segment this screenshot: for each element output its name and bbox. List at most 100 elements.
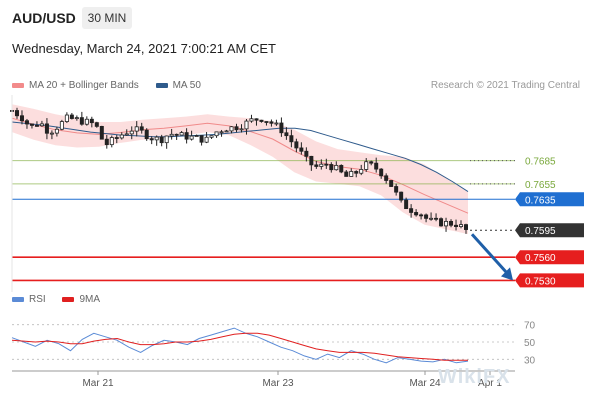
chart-datetime: Wednesday, March 24, 2021 7:00:21 AM CET (12, 41, 276, 56)
candle-body (204, 136, 209, 143)
candle-body (404, 199, 409, 210)
candle-body (169, 133, 174, 137)
candle-body (444, 220, 449, 227)
candle-body (119, 134, 124, 139)
candle-body (419, 214, 424, 217)
candle-body (269, 121, 274, 124)
forecast-arrowhead (501, 267, 513, 281)
level-label-0: 0.7685 (525, 157, 556, 168)
candle-body (289, 135, 294, 143)
level-tag-3 (515, 223, 584, 238)
candle-body (304, 150, 309, 157)
candle-body (44, 123, 49, 134)
level-label-2: 0.7635 (525, 195, 556, 206)
candle-body (264, 121, 269, 123)
candles (9, 106, 468, 234)
ma9-swatch (62, 296, 75, 302)
candle-body (354, 171, 359, 174)
rsi-tick-0: 70 (524, 321, 536, 332)
ma50-line (11, 121, 469, 193)
candle-body (309, 155, 314, 166)
candle-body (179, 132, 184, 136)
level-label-1: 0.7655 (525, 180, 556, 191)
legend-item-ma50: MA 50 (155, 80, 201, 91)
candle-body (359, 169, 364, 174)
candle-body (134, 126, 139, 132)
candle-body (79, 117, 84, 125)
candle-body (124, 133, 129, 136)
candle-body (459, 224, 464, 227)
legend-item-bollinger: MA 20 + Bollinger Bands (12, 80, 139, 91)
candle-body (259, 119, 264, 122)
x-tick-label-1: Mar 23 (262, 378, 294, 389)
candle-body (104, 138, 109, 146)
candle-body (409, 208, 414, 213)
candle-body (239, 128, 244, 131)
legend-label-ma50: MA 50 (172, 80, 201, 91)
candle-body (174, 133, 179, 136)
candle-body (74, 117, 79, 120)
timeframe-badge[interactable]: 30 MIN (82, 7, 132, 29)
candle-body (439, 218, 444, 227)
forecast-arrow (470, 233, 512, 278)
legend-item-9ma: 9MA (62, 294, 100, 305)
candle-body (414, 212, 419, 216)
candle-body (89, 118, 94, 124)
candle-body (364, 161, 369, 170)
x-tick-label-2: Mar 24 (409, 378, 441, 389)
header: AUD/USD 30 MIN (0, 0, 590, 36)
rsi-line (11, 327, 469, 364)
candle-body (109, 137, 114, 146)
candle-body (244, 120, 249, 130)
candle-body (389, 180, 394, 187)
legend-item-rsi: RSI (12, 294, 46, 305)
candle-body (379, 168, 384, 177)
candle-body (154, 136, 159, 141)
rsi-ma9-line (11, 332, 468, 361)
level-label-4: 0.7560 (525, 253, 556, 264)
candle-body (314, 164, 319, 167)
candle-body (254, 118, 259, 121)
candle-body (399, 191, 404, 201)
candle-body (69, 114, 74, 119)
candle-body (94, 122, 99, 127)
candle-body (59, 121, 64, 130)
level-tag-2 (515, 192, 584, 207)
candle-body (19, 115, 24, 122)
candle-body (164, 135, 169, 144)
candle-body (274, 122, 279, 125)
candle-body (39, 123, 44, 127)
legend-label-bollinger: MA 20 + Bollinger Bands (29, 80, 139, 91)
candle-body (224, 130, 229, 133)
candle-body (324, 163, 329, 166)
level-tag-5 (515, 273, 584, 288)
candle-body (339, 164, 344, 173)
bollinger-band (12, 104, 468, 235)
candle-body (144, 129, 149, 140)
legend-label-rsi: RSI (29, 294, 46, 305)
rsi-swatch (12, 296, 24, 302)
legend-label-9ma: 9MA (79, 294, 101, 305)
candle-body (54, 128, 59, 134)
candle-body (284, 132, 289, 137)
candle-body (369, 161, 374, 164)
candle-body (344, 171, 349, 177)
candle-body (64, 114, 69, 123)
ma50-swatch (155, 82, 168, 88)
candle-body (189, 135, 194, 140)
candle-body (384, 175, 389, 181)
candle-body (449, 220, 454, 226)
candle-body (334, 164, 339, 171)
candle-body (394, 186, 399, 193)
candle-body (294, 141, 299, 149)
bollinger-swatch (12, 82, 24, 88)
rsi-tick-2: 30 (524, 355, 536, 366)
candle-body (219, 131, 224, 134)
x-tick-label-3: Apr 1 (478, 378, 502, 389)
candle-body (319, 163, 324, 167)
candle-body (199, 135, 204, 143)
candle-body (234, 126, 239, 131)
level-label-5: 0.7530 (525, 276, 556, 287)
candle-body (209, 135, 214, 138)
